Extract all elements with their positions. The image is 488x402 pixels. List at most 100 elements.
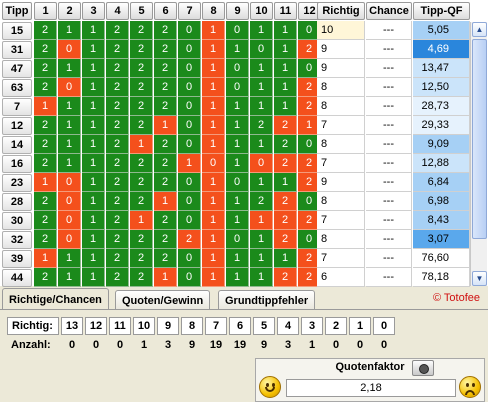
header-game-5[interactable]: 5 — [130, 2, 153, 20]
camera-icon[interactable] — [412, 360, 434, 376]
tip-cell: 1 — [154, 116, 177, 135]
scroll-up-icon[interactable]: ▲ — [472, 22, 487, 37]
richtig-stat-9[interactable]: 9 — [157, 317, 179, 335]
richtig-stat-3[interactable]: 3 — [301, 317, 323, 335]
tab-grundtippfehler[interactable]: Grundtippfehler — [218, 290, 316, 310]
row-tipp-number[interactable]: 16 — [2, 155, 32, 173]
header-game-11[interactable]: 11 — [274, 2, 297, 20]
richtig-stat-6[interactable]: 6 — [229, 317, 251, 335]
row-tipp-number[interactable]: 39 — [2, 250, 32, 268]
header-game-7[interactable]: 7 — [178, 2, 201, 20]
row-tipp-number[interactable]: 63 — [2, 79, 32, 97]
tip-cell: 2 — [106, 192, 129, 211]
richtig-stat-2[interactable]: 2 — [325, 317, 347, 335]
tip-cell: 2 — [34, 21, 57, 40]
row-tipp-number[interactable]: 7 — [2, 98, 32, 116]
header-game-3[interactable]: 3 — [82, 2, 105, 20]
tip-cell: 0 — [226, 173, 249, 192]
header-game-9[interactable]: 9 — [226, 2, 249, 20]
copyright-label: © Totofee — [432, 292, 480, 304]
row-tipp-number[interactable]: 12 — [2, 117, 32, 135]
tip-cell: 2 — [274, 135, 297, 154]
header-tipp[interactable]: Tipp — [2, 2, 32, 20]
tip-cell: 1 — [82, 78, 105, 97]
tip-cell: 2 — [106, 78, 129, 97]
tipp-qf-value: 12,50 — [413, 78, 470, 97]
row-tipp-number[interactable]: 30 — [2, 212, 32, 230]
row-tipp-number[interactable]: 32 — [2, 231, 32, 249]
row-tipp-number[interactable]: 44 — [2, 269, 32, 287]
richtig-stat-7[interactable]: 7 — [205, 317, 227, 335]
richtig-stat-10[interactable]: 10 — [133, 317, 155, 335]
tipp-qf-value: 6,98 — [413, 192, 470, 211]
row-tipp-number[interactable]: 28 — [2, 193, 32, 211]
row-tipp-number[interactable]: 47 — [2, 60, 32, 78]
richtig-stat-5[interactable]: 5 — [253, 317, 275, 335]
tip-cell: 1 — [82, 135, 105, 154]
tip-cell: 1 — [274, 21, 297, 40]
tip-cell: 1 — [226, 249, 249, 268]
richtig-stat-12[interactable]: 12 — [85, 317, 107, 335]
chance-value: --- — [366, 97, 412, 116]
tab-quoten-gewinn[interactable]: Quoten/Gewinn — [115, 290, 211, 310]
richtig-stat-0[interactable]: 0 — [373, 317, 395, 335]
header-game-4[interactable]: 4 — [106, 2, 129, 20]
richtig-stat-11[interactable]: 11 — [109, 317, 131, 335]
tip-cell: 2 — [106, 135, 129, 154]
richtig-count: 8 — [317, 135, 365, 154]
tip-cell: 2 — [106, 40, 129, 59]
tip-cell: 1 — [274, 40, 297, 59]
header-game-6[interactable]: 6 — [154, 2, 177, 20]
richtig-stat-4[interactable]: 4 — [277, 317, 299, 335]
header-game-2[interactable]: 2 — [58, 2, 81, 20]
richtig-count: 8 — [317, 97, 365, 116]
row-tipp-number[interactable]: 15 — [2, 22, 32, 40]
tip-cell: 2 — [274, 230, 297, 249]
tip-cell: 1 — [274, 173, 297, 192]
happy-smiley-icon — [259, 376, 281, 398]
header-game-10[interactable]: 10 — [250, 2, 273, 20]
tipp-qf-value: 5,05 — [413, 21, 470, 40]
vertical-scrollbar[interactable]: ▲ ▼ — [470, 22, 487, 286]
tip-cell: 1 — [250, 211, 273, 230]
tip-cell: 1 — [250, 173, 273, 192]
scroll-down-icon[interactable]: ▼ — [472, 271, 487, 286]
tip-cell: 1 — [202, 192, 225, 211]
tip-cell: 0 — [178, 40, 201, 59]
scrollbar-thumb[interactable] — [472, 39, 487, 239]
tip-cell: 2 — [34, 116, 57, 135]
richtig-count: 6 — [317, 268, 365, 287]
richtig-stat-13[interactable]: 13 — [61, 317, 83, 335]
row-tipp-number[interactable]: 31 — [2, 41, 32, 59]
header-chance[interactable]: Chance — [366, 2, 412, 20]
row-tipp-number[interactable]: 14 — [2, 136, 32, 154]
tip-cell: 1 — [82, 249, 105, 268]
tip-cell: 0 — [58, 173, 81, 192]
header-game-8[interactable]: 8 — [202, 2, 225, 20]
tip-cell: 1 — [250, 230, 273, 249]
richtig-stat-8[interactable]: 8 — [181, 317, 203, 335]
header-game-1[interactable]: 1 — [34, 2, 57, 20]
tip-cell: 0 — [58, 211, 81, 230]
tip-cell: 1 — [58, 116, 81, 135]
tip-cell: 1 — [82, 116, 105, 135]
header-richtig[interactable]: Richtig — [317, 2, 365, 20]
tip-cell: 1 — [274, 97, 297, 116]
tip-cell: 1 — [34, 173, 57, 192]
tip-cell: 1 — [226, 135, 249, 154]
tip-cell: 1 — [202, 211, 225, 230]
richtig-count: 9 — [317, 40, 365, 59]
richtig-stat-1[interactable]: 1 — [349, 317, 371, 335]
tip-cell: 1 — [226, 40, 249, 59]
tip-cell: 1 — [226, 268, 249, 287]
tip-cell: 2 — [154, 135, 177, 154]
tab-richtige-chancen[interactable]: Richtige/Chancen — [2, 288, 109, 310]
chance-value: --- — [366, 249, 412, 268]
row-tipp-number[interactable]: 23 — [2, 174, 32, 192]
tip-cell: 2 — [274, 116, 297, 135]
tip-cell: 2 — [130, 40, 153, 59]
tip-cell: 1 — [202, 97, 225, 116]
tip-cell: 2 — [34, 135, 57, 154]
header-tipp-qf[interactable]: Tipp-QF — [413, 2, 470, 20]
tip-cell: 2 — [154, 230, 177, 249]
